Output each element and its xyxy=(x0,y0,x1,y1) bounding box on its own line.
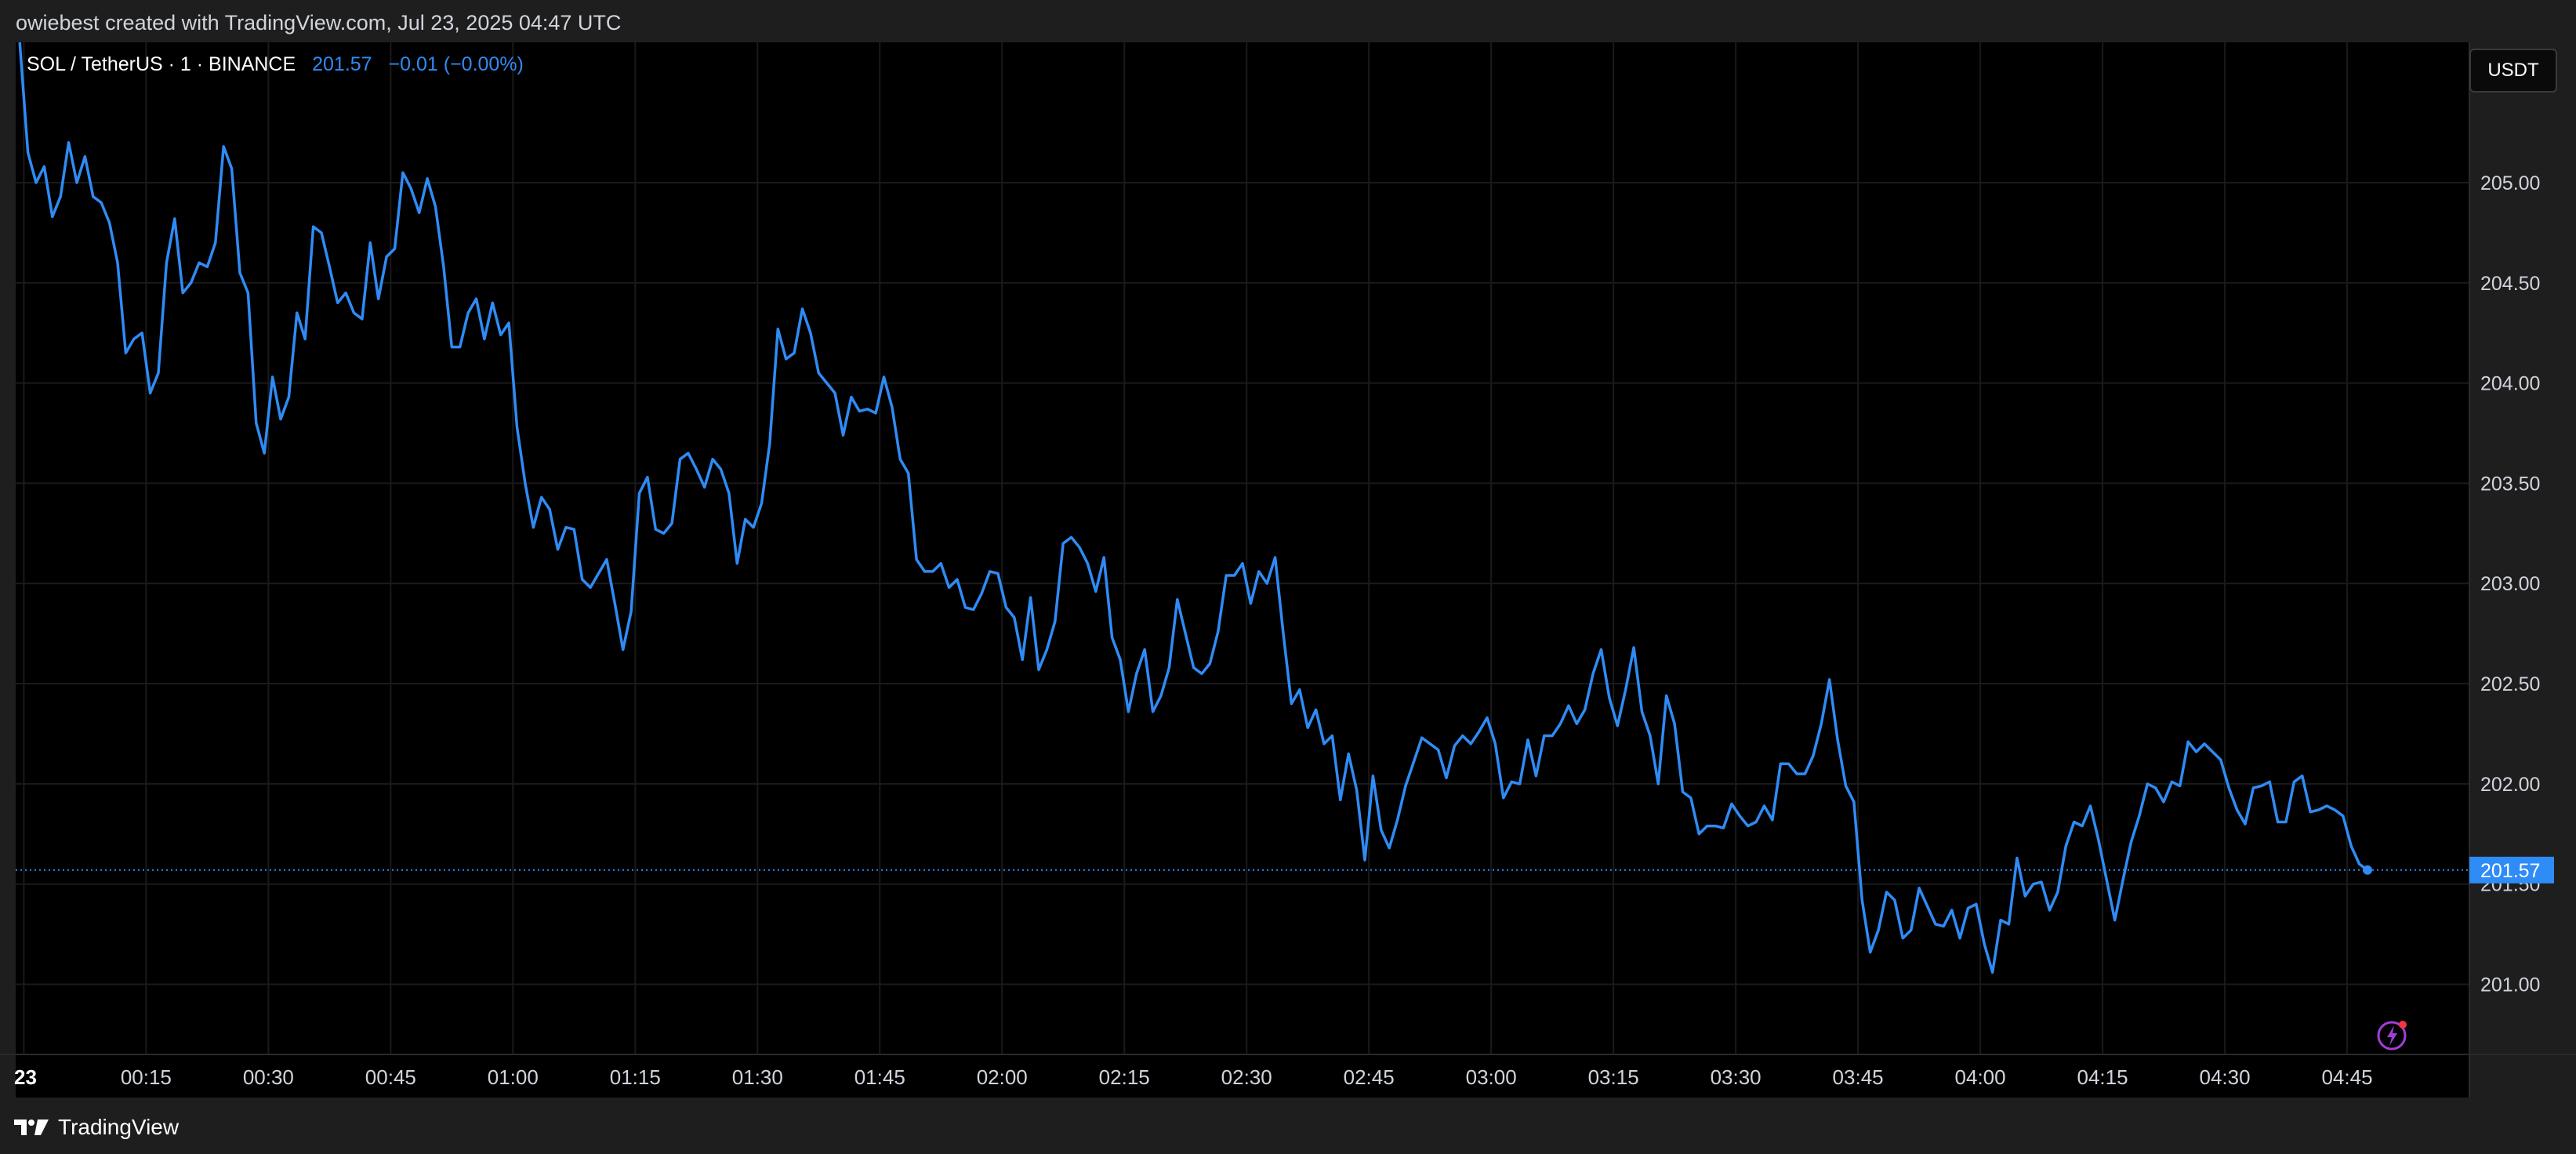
grid-lines xyxy=(0,42,2576,1098)
x-tick-label: 01:45 xyxy=(854,1065,905,1089)
x-tick-label: 02:15 xyxy=(1099,1065,1150,1089)
x-tick-label: 00:45 xyxy=(365,1065,416,1089)
x-tick-label: 00:30 xyxy=(243,1065,294,1089)
footer-bar: TradingView xyxy=(0,1098,2576,1154)
current-price-label: 201.57 xyxy=(2469,856,2554,884)
y-tick-label: 204.00 xyxy=(2480,373,2540,395)
y-tick-label: 203.00 xyxy=(2480,573,2540,595)
x-tick-label: 23 xyxy=(14,1065,37,1089)
x-tick-label: 03:45 xyxy=(1833,1065,1884,1089)
attribution-text: owiebest created with TradingView.com, J… xyxy=(16,11,622,34)
y-tick-label: 205.00 xyxy=(2480,172,2540,194)
price-series[interactable] xyxy=(18,42,2373,974)
y-tick-label: 203.50 xyxy=(2480,473,2540,495)
brand-name: TradingView xyxy=(58,1115,180,1139)
x-tick-label: 03:30 xyxy=(1711,1065,1761,1089)
current-price-tag-text: 201.57 xyxy=(2480,860,2540,882)
y-tick-label: 204.50 xyxy=(2480,273,2540,295)
x-tick-label: 03:15 xyxy=(1588,1065,1639,1089)
price-chart-svg[interactable]: 201.00201.50202.00202.50203.00203.50204.… xyxy=(0,0,2576,1098)
series-line[interactable] xyxy=(18,42,2369,974)
x-tick-label: 02:45 xyxy=(1344,1065,1395,1089)
lightning-snapshot-icon[interactable] xyxy=(2375,1018,2410,1052)
y-tick-label: 202.50 xyxy=(2480,673,2540,695)
x-tick-label: 03:00 xyxy=(1466,1065,1517,1089)
price-change: −0.01 (−0.00%) xyxy=(388,53,524,75)
last-point-marker xyxy=(2363,865,2373,875)
x-tick-label: 01:30 xyxy=(732,1065,783,1089)
current-price-tag xyxy=(2469,856,2554,884)
x-tick-label: 02:30 xyxy=(1221,1065,1272,1089)
y-tick-label: 201.00 xyxy=(2480,974,2540,996)
symbol-label[interactable]: SOL / TetherUS · 1 · BINANCE xyxy=(27,53,296,75)
x-tick-label: 01:00 xyxy=(488,1065,539,1089)
x-tick-label: 04:00 xyxy=(1955,1065,2006,1089)
axis-labels: 201.00201.50202.00202.50203.00203.50204.… xyxy=(14,172,2540,1089)
tradingview-logo-icon xyxy=(14,1120,49,1135)
attribution-bar: owiebest created with TradingView.com, J… xyxy=(0,0,2576,42)
x-tick-label: 04:15 xyxy=(2077,1065,2128,1089)
x-tick-label: 00:15 xyxy=(121,1065,172,1089)
tradingview-brand[interactable]: TradingView xyxy=(14,1115,179,1140)
y-tick-label: 202.00 xyxy=(2480,774,2540,796)
currency-unit-button[interactable]: USDT xyxy=(2469,49,2557,93)
x-tick-label: 02:00 xyxy=(977,1065,1028,1089)
x-tick-label: 04:45 xyxy=(2321,1065,2372,1089)
chart-legend[interactable]: SOL / TetherUS · 1 · BINANCE 201.57 −0.0… xyxy=(27,53,524,76)
x-tick-label: 04:30 xyxy=(2200,1065,2251,1089)
last-price: 201.57 xyxy=(312,53,372,75)
x-tick-label: 01:15 xyxy=(610,1065,661,1089)
